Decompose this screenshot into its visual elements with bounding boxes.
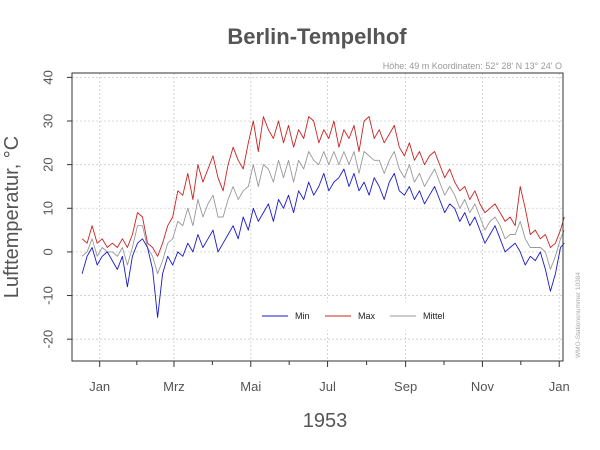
y-tick-label-3: 10 [41, 201, 56, 215]
series-line-min [81, 168, 565, 318]
y-axis-label: Lufttemperatur, °C [1, 136, 23, 299]
y-tick-label-2: 0 [41, 248, 56, 255]
x-axis: Jan Mrz Mai Jul Sep Nov Jan [89, 361, 570, 394]
y-axis: -20 -10 0 10 20 30 40 [41, 70, 72, 349]
legend-label-mittel: Mittel [423, 311, 445, 321]
chart-title: Berlin-Tempelhof [227, 24, 407, 49]
y-tick-label-1: -10 [41, 286, 56, 305]
y-tick-label-5: 30 [41, 114, 56, 128]
legend-label-max: Max [358, 311, 376, 321]
plot-frame [71, 72, 564, 362]
x-tick-label-0: Jan [89, 379, 110, 394]
series-lines [81, 116, 565, 318]
station-metadata: Höhe: 49 m Koordinaten: 52° 28' N 13° 24… [383, 61, 562, 71]
y-tick-label-6: 40 [41, 70, 56, 84]
x-tick-label-4: Sep [394, 379, 417, 394]
y-tick-label-0: -20 [41, 330, 56, 349]
x-axis-label: 1953 [303, 410, 348, 432]
x-tick-label-3: Jul [319, 379, 336, 394]
station-number-note: WMO-Stationsnummer 10384 [575, 272, 582, 358]
series-line-mittel [81, 151, 565, 275]
x-tick-label-1: Mrz [163, 379, 185, 394]
x-tick-label-2: Mai [240, 379, 261, 394]
grid [72, 73, 563, 361]
y-tick-label-4: 20 [41, 157, 56, 171]
legend: Min Max Mittel [255, 302, 448, 330]
legend-label-min: Min [295, 311, 310, 321]
series-line-max [81, 116, 565, 257]
x-tick-label-5: Nov [471, 379, 495, 394]
x-tick-label-6: Jan [549, 379, 570, 394]
